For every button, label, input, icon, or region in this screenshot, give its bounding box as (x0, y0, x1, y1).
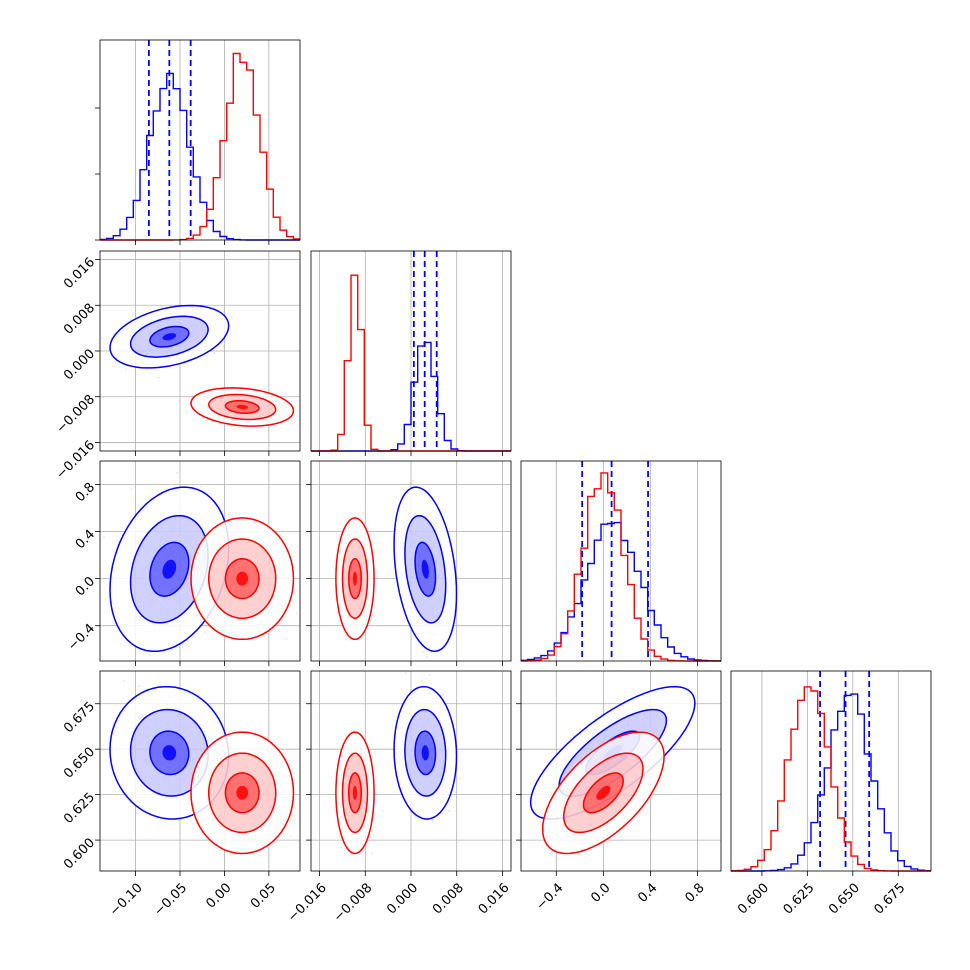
contour-line-1-1 (341, 538, 369, 620)
x-tick-label: −0.016 (285, 881, 330, 926)
contour-line-0-0 (149, 730, 190, 776)
histogram-series-0 (100, 72, 300, 241)
x-tick-label: 0.000 (384, 881, 421, 918)
contour-line-1-2 (190, 517, 295, 641)
contour-fill-core-1 (236, 404, 249, 410)
contour-line-0-1 (129, 315, 209, 358)
contour-fill-core-1 (236, 785, 249, 800)
panel-3-3 (761, 671, 899, 871)
contour-line-0-1 (129, 514, 209, 624)
x-tick-label: −0.10 (107, 881, 146, 920)
contour-line-0-0 (414, 730, 437, 776)
panel-frame (99, 39, 301, 241)
contour-line-1-2 (541, 731, 665, 855)
y-tick-label: 0.600 (61, 836, 98, 873)
y-tick-label: 0.675 (61, 699, 98, 736)
x-tick-label: 0.008 (430, 881, 467, 918)
contour-line-0-0 (149, 541, 190, 597)
contour-line-1-2 (335, 517, 375, 641)
contour-fill-core-1 (352, 785, 358, 800)
histogram-series-1 (521, 472, 721, 662)
x-tick-label: 0.016 (476, 881, 513, 918)
contour-line-0-1 (129, 708, 209, 797)
histogram-series-1 (731, 686, 931, 872)
x-tick-label: 0.00 (204, 881, 235, 912)
contour-line-0-0 (149, 325, 190, 348)
contour-fill-core-1 (236, 571, 249, 586)
x-tick-label: 0.600 (735, 881, 772, 918)
density-panel-3-1 (335, 672, 461, 855)
contour-line-1-2 (190, 731, 295, 855)
x-tick-label: −0.008 (331, 881, 376, 926)
histogram-series-0 (731, 693, 931, 872)
contour-fill-core-1 (596, 785, 611, 800)
histogram-series-1 (100, 52, 300, 241)
panel-frame (730, 670, 932, 872)
contour-line-1-2 (335, 731, 375, 855)
x-tick-label: 0.0 (588, 881, 613, 906)
x-tick-label: 0.4 (635, 881, 660, 906)
x-tick-label: 0.650 (826, 881, 863, 918)
y-tick-label: 0.4 (73, 527, 98, 552)
panel-frame (520, 670, 722, 872)
density-panel-3-0 (109, 679, 296, 855)
density-panel-1-0 (101, 304, 295, 427)
contour-fill-core-0 (162, 559, 177, 579)
density-panel-2-1 (335, 480, 458, 658)
y-tick-label: 0.0 (73, 574, 98, 599)
histogram-panel-2 (521, 461, 721, 662)
contour-line-0-1 (404, 514, 447, 624)
histogram-panel-0 (100, 40, 300, 241)
y-tick-label: 0.650 (61, 745, 98, 782)
panel-frame (520, 460, 722, 662)
contour-fill-core-0 (162, 333, 177, 341)
x-tick-label: −0.05 (151, 881, 190, 920)
contour-fill-core-0 (421, 745, 429, 761)
contour-line-0-0 (414, 541, 437, 597)
contour-line-1-1 (207, 393, 277, 421)
contour-line-0-2 (109, 486, 230, 653)
contour-fill-core-0 (162, 745, 177, 761)
contour-line-1-0 (224, 400, 260, 414)
panel-1-1 (319, 251, 503, 451)
contour-line-0-2 (393, 486, 458, 653)
panel-frame (99, 670, 301, 872)
y-tick-label: −0.008 (53, 392, 98, 437)
y-tick-label: 0.008 (61, 301, 98, 338)
contour-line-1-0 (224, 558, 260, 600)
y-tick-label: −0.4 (65, 621, 98, 654)
contour-fill-core-0 (421, 559, 429, 579)
contour-line-1-1 (207, 538, 277, 620)
y-tick-label: −0.016 (53, 438, 98, 483)
contour-line-1-0 (348, 558, 362, 600)
density-panel-3-2 (529, 685, 696, 855)
y-tick-label: 0.625 (61, 790, 98, 827)
contour-line-1-0 (582, 772, 624, 814)
contour-line-1-1 (341, 752, 369, 834)
contour-fill-core-1 (352, 571, 358, 586)
x-tick-label: 0.625 (781, 881, 818, 918)
contour-line-0-2 (393, 685, 458, 820)
y-tick-label: 0.8 (73, 480, 98, 505)
contour-line-0-2 (109, 304, 230, 369)
density-panel-2-0 (103, 472, 298, 656)
contour-line-1-2 (190, 387, 295, 427)
panel-frame (99, 460, 301, 662)
contour-line-1-0 (224, 772, 260, 814)
histogram-panel-3 (731, 671, 931, 872)
x-tick-label: 0.675 (872, 881, 909, 918)
y-tick-label: 0.016 (61, 255, 98, 292)
x-tick-label: −0.4 (534, 881, 567, 914)
x-tick-label: 0.8 (682, 881, 707, 906)
x-tick-label: 0.05 (248, 881, 279, 912)
contour-line-1-0 (348, 772, 362, 814)
panel-2-2 (555, 461, 698, 661)
contour-line-1-1 (562, 752, 644, 834)
contour-line-0-1 (404, 708, 447, 797)
contour-line-1-1 (207, 752, 277, 834)
y-tick-label: 0.000 (61, 346, 98, 383)
